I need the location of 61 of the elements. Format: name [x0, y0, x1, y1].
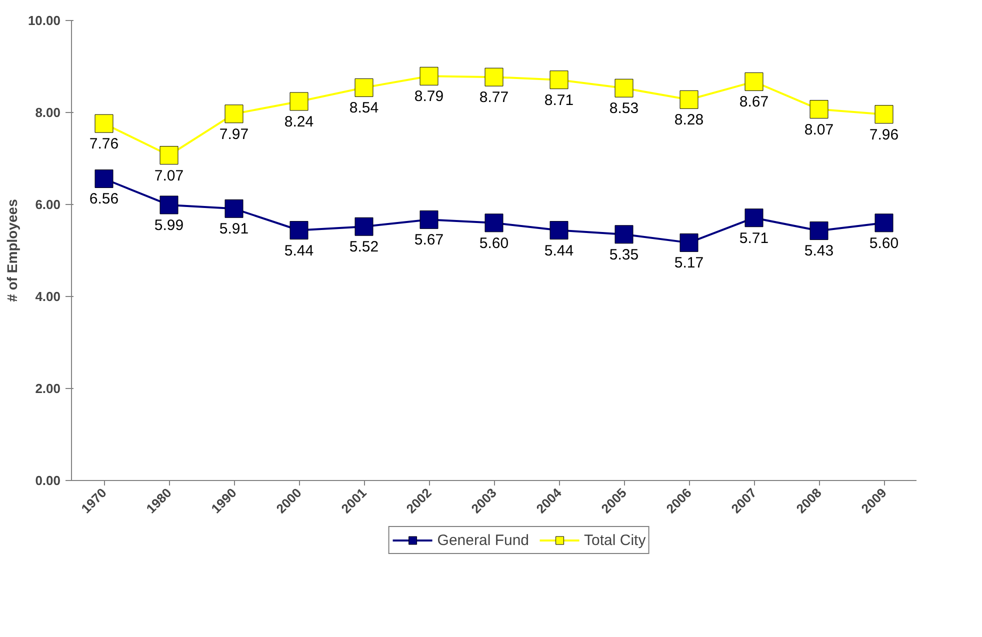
point — [160, 196, 178, 214]
point — [614, 225, 634, 244]
y-tick-label: 8.00 — [35, 105, 61, 120]
y-tick-label: 6.00 — [35, 197, 61, 212]
data-label: 5.60 — [869, 234, 899, 252]
data-label: 6.56 — [89, 190, 119, 208]
y-tick-label: 2.00 — [35, 381, 61, 396]
data-label: 8.71 — [544, 92, 574, 109]
data-label: 8.24 — [284, 113, 314, 130]
data-label: 7.96 — [869, 126, 899, 144]
y-tick-label: 10.00 — [28, 13, 61, 28]
data-label: 5.60 — [479, 234, 509, 252]
point — [874, 214, 894, 232]
data-label: 8.79 — [414, 88, 444, 106]
point — [290, 92, 308, 111]
legend-label: General Fund — [437, 532, 530, 548]
data-label: 8.28 — [674, 112, 704, 129]
point — [810, 100, 828, 119]
data-label: 5.44 — [284, 242, 314, 260]
data-label: 5.52 — [349, 238, 379, 256]
point — [484, 214, 504, 232]
data-label: 8.07 — [804, 121, 834, 138]
point — [810, 221, 828, 240]
point — [680, 233, 698, 252]
data-label: 8.54 — [349, 100, 379, 117]
point — [484, 68, 504, 86]
data-label: 5.44 — [544, 242, 574, 260]
point — [614, 78, 634, 98]
point — [744, 72, 764, 91]
data-label: 5.35 — [609, 246, 639, 264]
point — [354, 217, 374, 236]
y-tick-label: 4.00 — [35, 289, 61, 304]
legend-label: Total City — [584, 532, 646, 548]
point — [224, 199, 244, 218]
data-label: 5.17 — [674, 254, 704, 272]
data-label: 7.97 — [219, 126, 249, 143]
data-label: 5.91 — [219, 220, 249, 238]
data-label: 7.76 — [89, 136, 119, 153]
data-label: 5.71 — [739, 230, 769, 247]
point — [160, 146, 178, 165]
data-label: 5.43 — [804, 242, 834, 260]
data-label: 8.53 — [609, 100, 639, 118]
point — [874, 105, 894, 124]
data-label: 7.07 — [154, 167, 184, 184]
data-label: 8.77 — [479, 89, 509, 106]
point — [550, 70, 568, 90]
data-label: 5.67 — [414, 232, 444, 249]
point — [680, 90, 698, 109]
data-label: 8.67 — [739, 94, 769, 111]
point — [94, 169, 114, 188]
point — [420, 210, 438, 229]
data-label: 5.99 — [154, 216, 184, 234]
y-tick-label: 0.00 — [35, 473, 61, 488]
point — [290, 221, 308, 240]
point — [744, 208, 764, 228]
point — [94, 114, 114, 133]
point — [550, 221, 568, 240]
y-axis-title: # of Employees — [4, 198, 20, 302]
point — [420, 66, 438, 86]
point — [354, 78, 374, 97]
point — [224, 104, 244, 124]
